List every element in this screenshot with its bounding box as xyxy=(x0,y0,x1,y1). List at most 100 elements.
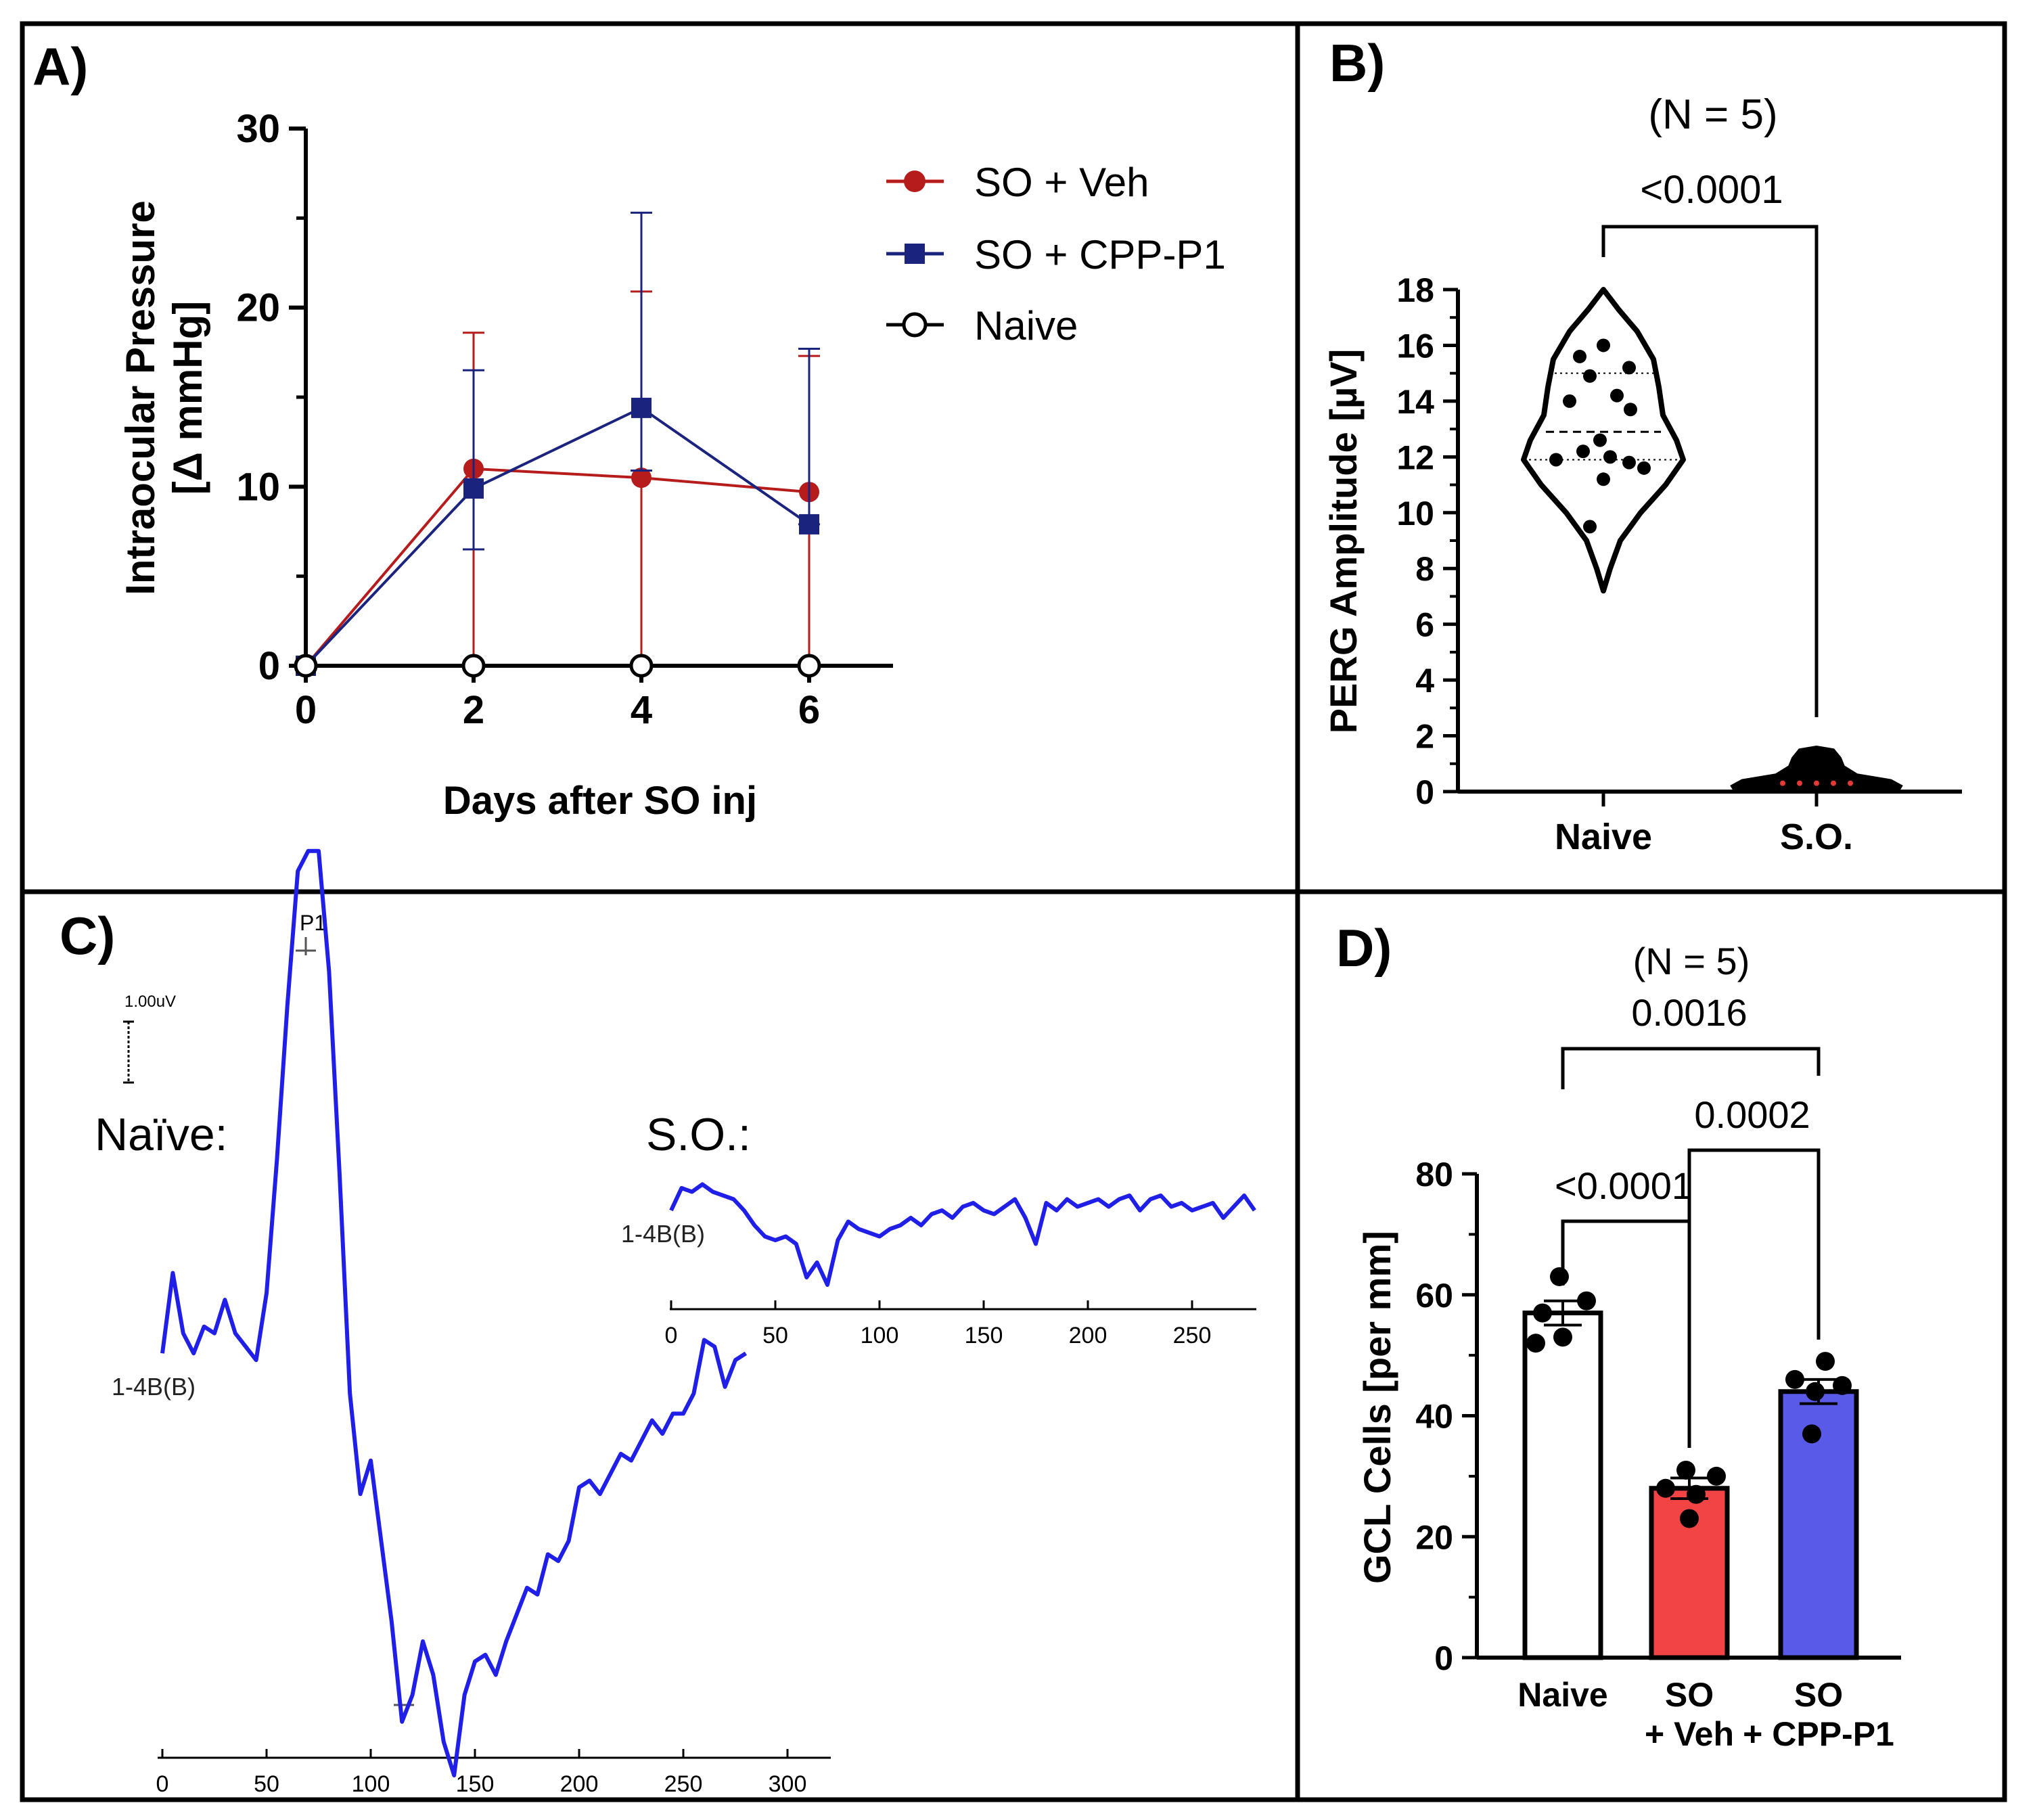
bar-group xyxy=(1778,1352,1859,1660)
y-tick-label: 18 xyxy=(1396,271,1434,309)
x-tick-label: S.O. xyxy=(1780,817,1853,857)
x-category-label: SO xyxy=(1665,1676,1714,1714)
violin-naive-point xyxy=(1583,369,1597,383)
y-tick-label: 10 xyxy=(236,465,280,509)
violin-naive-point xyxy=(1597,338,1610,352)
y-tick-label: 16 xyxy=(1396,327,1434,365)
series-naive xyxy=(294,654,821,678)
panel-a-series xyxy=(294,211,821,678)
time-tick-label: 50 xyxy=(762,1323,788,1348)
erg-traces xyxy=(160,848,1256,1777)
violin-naive-point xyxy=(1610,388,1624,403)
panel-b-significance-bracket xyxy=(1601,225,1819,717)
bracket-naive-vs-veh xyxy=(1561,1219,1691,1286)
violin-naive-point xyxy=(1597,472,1610,486)
time-tick-label: 150 xyxy=(456,1771,495,1797)
violin-naive-point xyxy=(1622,455,1636,470)
panel-b-p-value: <0.0001 xyxy=(1640,168,1783,212)
panel-a-y-label-line2: [Δ mmHg] xyxy=(165,301,210,495)
so-erg-trace xyxy=(669,1182,1256,1287)
data-point xyxy=(461,654,486,678)
panel-b: (N = 5) <0.0001 0 2 4 6 8 10 12 14 16 18 Naive S.O… xyxy=(1322,91,1962,857)
time-tick-label: 0 xyxy=(665,1323,678,1348)
panel-d-y-ticks: 0 20 40 60 80 xyxy=(1415,1156,1477,1677)
data-point xyxy=(799,514,819,534)
data-point xyxy=(1785,1369,1804,1389)
panel-a-legend: SO + Veh SO + CPP-P1 Naive xyxy=(886,160,1226,348)
time-tick-label: 50 xyxy=(254,1771,279,1797)
data-point xyxy=(631,397,652,418)
panel-b-n-label: (N = 5) xyxy=(1648,91,1777,138)
violin-naive-point xyxy=(1637,461,1651,475)
y-tick-label: 4 xyxy=(1415,662,1434,700)
panel-frames xyxy=(20,21,2007,1802)
series-so-veh xyxy=(296,290,820,676)
y-tick-label: 80 xyxy=(1415,1156,1453,1193)
p1-peak-label: P1 xyxy=(300,911,326,935)
panel-d-y-label: GCL Cells [per mm] xyxy=(1356,1231,1398,1584)
bar-group xyxy=(1522,1267,1603,1660)
violin-naive xyxy=(1521,287,1686,594)
y-tick-label: 0 xyxy=(258,644,280,688)
panel-a-x-ticks: 0 2 4 6 xyxy=(295,666,820,732)
naive-channel-label: 1-4B(B) xyxy=(112,1373,196,1401)
naive-erg-trace xyxy=(160,848,748,1777)
so-channel-label: 1-4B(B) xyxy=(621,1220,705,1248)
time-tick-label: 0 xyxy=(156,1771,169,1797)
x-tick-label: Naive xyxy=(1555,817,1652,857)
data-point xyxy=(1656,1478,1675,1498)
time-tick-label: 200 xyxy=(560,1771,599,1797)
violin-naive-point xyxy=(1549,453,1563,467)
panel-a: 0 10 20 30 0 2 4 6 Intraocular Pressure [Δ mmH… xyxy=(118,107,1226,823)
violin-naive-point xyxy=(1622,361,1636,375)
y-tick-label: 12 xyxy=(1396,438,1434,476)
data-point xyxy=(1676,1460,1695,1480)
time-tick-label: 200 xyxy=(1069,1323,1107,1348)
scale-bar: 1.00uV xyxy=(123,993,176,1084)
violin-so-point xyxy=(1780,780,1785,786)
time-tick-label: 150 xyxy=(965,1323,1003,1348)
scale-bar-label: 1.00uV xyxy=(124,993,176,1011)
legend-label-so-veh: SO + Veh xyxy=(974,160,1149,205)
legend-item-so-veh: SO + Veh xyxy=(886,160,1149,205)
y-tick-label: 40 xyxy=(1415,1398,1453,1436)
y-tick-label: 10 xyxy=(1396,495,1434,532)
figure-border xyxy=(20,21,2007,1802)
x-category-sublabel: + CPP-P1 xyxy=(1743,1715,1894,1753)
panel-label-d: D) xyxy=(1336,918,1392,978)
y-tick-label: 60 xyxy=(1415,1277,1453,1315)
panel-c: 1.00uV Naïve: S.O.: 1-4B(B) 1-4B(B) P1 0… xyxy=(95,848,1256,1797)
data-point xyxy=(1577,1291,1596,1311)
time-tick-label: 250 xyxy=(1173,1323,1212,1348)
panel-d: (N = 5) 0.0016 0.0002 <0.0001 020406080 … xyxy=(1356,940,1901,1753)
x-tick-label: 6 xyxy=(798,688,820,732)
bar xyxy=(1522,1311,1603,1660)
x-category-label: SO xyxy=(1794,1676,1843,1714)
x-category-label: Naive xyxy=(1517,1676,1607,1714)
y-tick-label: 30 xyxy=(236,107,280,151)
panel-b-y-ticks: 0 2 4 6 8 10 12 14 16 18 xyxy=(1396,271,1458,811)
data-point xyxy=(629,654,654,678)
y-tick-label: 14 xyxy=(1396,383,1434,421)
naive-trace-label: Naïve: xyxy=(95,1109,228,1160)
time-tick-label: 300 xyxy=(769,1771,807,1797)
y-tick-label: 2 xyxy=(1415,718,1434,756)
violin-naive-point xyxy=(1624,403,1637,417)
panel-label-c: C) xyxy=(60,906,115,965)
y-tick-label: 20 xyxy=(1415,1518,1453,1556)
legend-item-so-cpp: SO + CPP-P1 xyxy=(886,232,1226,277)
panel-d-n-label: (N = 5) xyxy=(1633,940,1750,982)
x-tick-label: 2 xyxy=(463,688,484,732)
panel-label-a: A) xyxy=(32,37,88,96)
bracket-naive-vs-veh-label: <0.0001 xyxy=(1555,1164,1693,1207)
p1-peak-marker xyxy=(296,937,316,955)
data-point xyxy=(631,468,652,488)
y-tick-label: 20 xyxy=(236,286,280,330)
y-tick-label: 0 xyxy=(1415,773,1434,811)
legend-label-naive: Naive xyxy=(974,303,1078,348)
data-point xyxy=(1680,1509,1699,1528)
legend-marker-so-veh xyxy=(904,170,926,192)
y-tick-label: 0 xyxy=(1434,1639,1453,1677)
